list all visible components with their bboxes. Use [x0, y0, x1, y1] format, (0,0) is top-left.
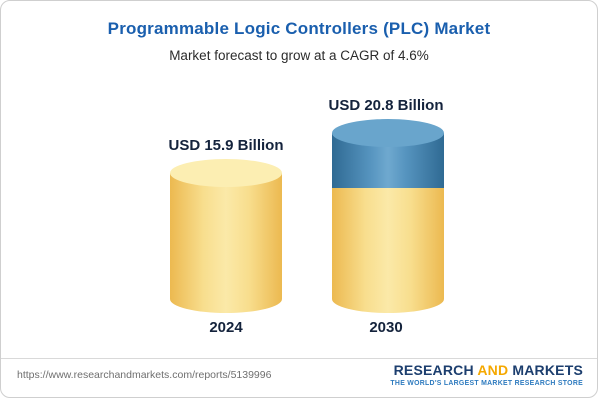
chart-subtitle: Market forecast to grow at a CAGR of 4.6… [169, 48, 429, 63]
logo-word-research: RESEARCH [393, 362, 474, 378]
source-url: https://www.researchandmarkets.com/repor… [17, 369, 272, 381]
footer-divider [1, 358, 597, 359]
bar-cylinder-2024 [170, 159, 282, 313]
value-label-2024: USD 15.9 Billion [168, 137, 284, 154]
research-and-markets-logo: RESEARCH AND MARKETS THE WORLD'S LARGEST… [390, 362, 583, 388]
cylinder-body-2024 [170, 173, 282, 313]
logo-word-markets: MARKETS [512, 362, 583, 378]
category-label-2030: 2030 [369, 319, 403, 336]
cylinder-top-2030 [332, 119, 444, 147]
bar-cylinder-2030 [332, 119, 444, 313]
logo-wordmark: RESEARCH AND MARKETS [390, 362, 583, 378]
value-label-2030: USD 20.8 Billion [328, 97, 444, 114]
category-label-2024: 2024 [209, 319, 243, 336]
cylinder-top-2024 [170, 159, 282, 187]
chart-title: Programmable Logic Controllers (PLC) Mar… [107, 19, 491, 38]
cylinder-body-2030 [332, 188, 444, 313]
logo-word-and: AND [477, 362, 509, 378]
logo-tagline: THE WORLD'S LARGEST MARKET RESEARCH STOR… [390, 380, 583, 388]
